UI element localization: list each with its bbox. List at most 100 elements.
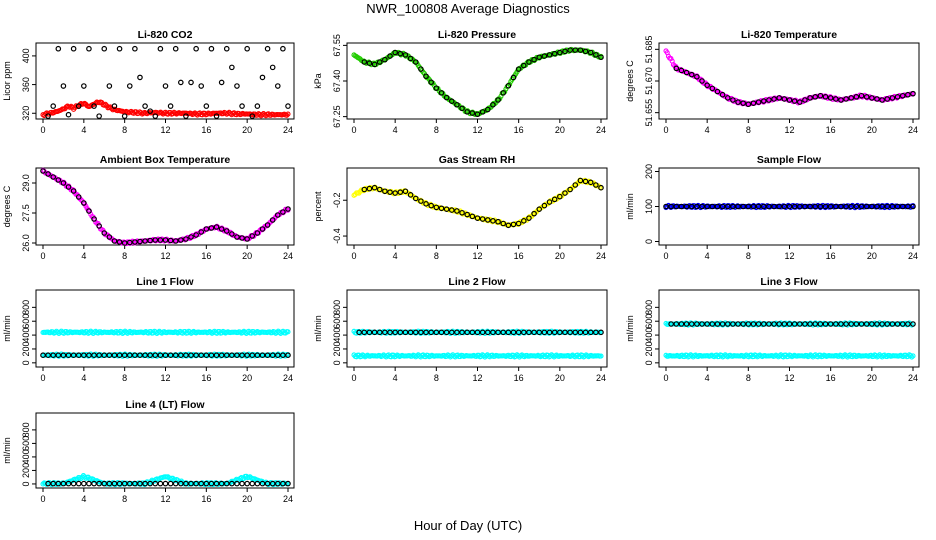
data-point-average (500, 220, 507, 227)
x-tick-label: 8 (122, 494, 127, 504)
data-point-average (167, 237, 174, 244)
data-point-average (510, 221, 517, 228)
data-point-average (910, 321, 916, 327)
data-point-average (183, 113, 189, 119)
x-tick-label: 8 (122, 125, 127, 135)
data-point-average (863, 203, 870, 210)
x-tick-label: 20 (242, 125, 252, 135)
data-point-average (505, 329, 512, 336)
y-tick-label: 67.25 (332, 105, 342, 128)
data-point-average (433, 204, 440, 211)
x-tick-label: 24 (908, 373, 918, 383)
data-point-average (203, 352, 210, 359)
y-tick-label: 200 (644, 164, 654, 179)
data-point-average (218, 79, 225, 86)
data-point-average (387, 329, 393, 336)
y-tick-label: 0 (21, 360, 31, 365)
data-point-average (50, 103, 57, 109)
data-point-average (771, 203, 777, 210)
y-tick-label: 600 (21, 436, 31, 451)
data-point-average (899, 321, 906, 327)
y-tick-label: 800 (644, 300, 654, 315)
data-point-flow-high (285, 329, 291, 335)
data-point-average (567, 329, 573, 336)
data-point-average (740, 321, 746, 327)
data-point-average (709, 321, 716, 327)
x-tick-label: 24 (283, 125, 293, 135)
data-point-average (827, 321, 834, 327)
data-point-average (106, 234, 113, 240)
data-point-average (376, 59, 383, 65)
data-point-average (244, 236, 250, 242)
data-point-average (269, 480, 276, 487)
data-point-average (234, 83, 240, 89)
data-point-average (183, 236, 189, 242)
data-point-average (598, 329, 604, 336)
data-point-average (280, 352, 286, 359)
data-point-average (807, 203, 813, 210)
chart-title: Gas Stream RH (439, 154, 515, 166)
x-tick-label: 12 (472, 373, 482, 383)
data-point-average (776, 321, 783, 327)
data-point-average (428, 202, 434, 209)
data-point-average (249, 113, 256, 119)
data-point-average (755, 99, 762, 105)
data-point-average (152, 113, 159, 119)
data-point-average (81, 352, 87, 359)
x-tick-label: 24 (283, 494, 293, 504)
data-point-average (889, 203, 896, 210)
data-point-average (65, 480, 72, 487)
data-point-average (86, 480, 92, 487)
y-axis-label: ml/min (625, 193, 635, 220)
data-point-average (812, 321, 819, 327)
data-point-average (510, 74, 517, 81)
data-point-average (735, 99, 741, 105)
data-point-average (208, 480, 215, 487)
data-point-average (495, 218, 501, 225)
data-point-average (392, 49, 398, 56)
data-point-average (264, 45, 271, 52)
x-tick-label: 0 (663, 125, 668, 135)
x-tick-label: 20 (555, 251, 565, 261)
data-point-average (152, 352, 159, 359)
data-point-average (536, 54, 543, 61)
x-tick-label: 16 (826, 373, 836, 383)
data-point-average (822, 94, 829, 100)
data-point-average (843, 96, 849, 102)
y-tick-label: 600 (644, 314, 654, 329)
data-point-average (96, 223, 102, 229)
y-tick-label: 200 (644, 341, 654, 356)
data-point-average (274, 480, 281, 487)
data-point-average (526, 59, 532, 65)
x-tick-label: 16 (826, 251, 836, 261)
data-point-average (572, 182, 579, 188)
data-point-average (50, 480, 57, 487)
data-point-average (771, 96, 777, 102)
x-tick-label: 8 (434, 125, 439, 135)
y-tick-label: 51.685 (644, 36, 654, 64)
data-point-average (869, 95, 875, 101)
data-point-average (521, 218, 527, 224)
x-tick-label: 24 (596, 125, 606, 135)
data-point-average (848, 95, 855, 101)
y-axis-label: degrees C (2, 185, 12, 227)
data-point-average (60, 352, 67, 359)
data-point-average (490, 101, 496, 108)
data-point-raw (540, 204, 546, 210)
data-point-average (760, 203, 767, 210)
data-point-average (183, 352, 189, 359)
x-tick-label: 12 (784, 373, 794, 383)
data-point-average (853, 321, 860, 327)
data-point-flow (178, 478, 184, 484)
data-point-average (678, 321, 685, 327)
x-tick-label: 4 (393, 125, 398, 135)
data-point-average (208, 225, 215, 231)
data-point-average (223, 352, 230, 359)
x-tick-label: 16 (514, 125, 524, 135)
data-point-average (60, 180, 67, 186)
x-tick-label: 20 (242, 373, 252, 383)
data-point-average (515, 66, 522, 72)
data-point-average (376, 186, 383, 193)
data-point-average (121, 113, 128, 119)
data-point-average (668, 321, 674, 327)
